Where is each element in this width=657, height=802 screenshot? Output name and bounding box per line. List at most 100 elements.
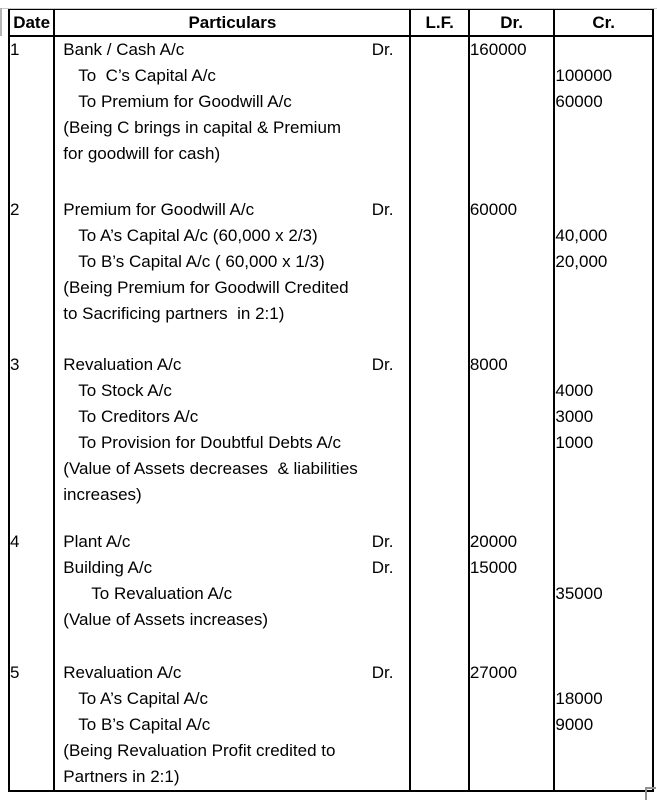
particulars-cell: Revaluation A/c Dr. (53, 660, 412, 686)
cr-amount-cell: 3000 (553, 404, 654, 430)
particulars-cell: (Being Premium for Goodwill Credited (53, 275, 412, 301)
particulars-text: To C’s Capital A/c (78, 66, 216, 85)
spacer-cell (467, 508, 556, 529)
header-cr: Cr. (553, 8, 654, 37)
dr-amount-cell (467, 249, 556, 275)
cr-amount-cell (553, 275, 654, 301)
header-particulars: Particulars (53, 8, 412, 37)
journal-entries-table: Date Particulars L.F. Dr. Cr. 1 Bank / Ca… (7, 8, 654, 792)
particulars-text: Plant A/c (63, 532, 131, 551)
lf-cell (409, 686, 470, 712)
journal-entry-5-line-4: (Being Revaluation Profit credited to (7, 738, 654, 764)
dr-amount-cell (467, 712, 556, 738)
particulars-text: increases) (63, 485, 142, 504)
journal-body: 1 Bank / Cash A/c Dr. 160000 To C’s Capital … (7, 36, 654, 791)
lf-cell (409, 712, 470, 738)
dr-amount-cell (467, 115, 556, 141)
spacer-cell (467, 167, 556, 197)
particulars-cell: (Value of Assets decreases & liabilities (53, 456, 412, 482)
date-cell (7, 378, 56, 404)
particulars-cell: To Stock A/c (53, 378, 412, 404)
journal-entry-3-line-4: To Provision for Doubtful Debts A/c 1000 (7, 430, 654, 456)
spacer-cell (7, 633, 56, 660)
date-cell (7, 764, 56, 791)
date-cell (7, 607, 56, 633)
journal-entry-5-line-5: Partners in 2:1) (7, 764, 654, 791)
dr-amount-cell (467, 378, 556, 404)
journal-header: Date Particulars L.F. Dr. Cr. (7, 8, 654, 37)
date-cell (7, 430, 56, 456)
particulars-text: Revaluation A/c (63, 355, 182, 374)
date-cell (7, 115, 56, 141)
particulars-line: Bank / Cash A/c Dr. (56, 37, 408, 63)
spacer-cell (553, 327, 654, 352)
spacer-cell (409, 327, 470, 352)
particulars-line: Revaluation A/c Dr. (56, 660, 408, 686)
dr-amount-cell (467, 404, 556, 430)
cr-amount-cell (553, 482, 654, 508)
dr-amount-cell: 27000 (467, 660, 556, 686)
particulars-cell: To Revaluation A/c (53, 581, 412, 607)
dr-amount-cell: 8000 (467, 352, 556, 378)
crop-artifact-left-sliver (0, 8, 2, 36)
date-cell (7, 223, 56, 249)
lf-cell (409, 581, 470, 607)
header-dr: Dr. (467, 8, 556, 37)
header-date: Date (7, 8, 56, 37)
journal-entry-1-line-2: To C’s Capital A/c 100000 (7, 63, 654, 89)
particulars-text: (Value of Assets decreases & liabilities (63, 459, 358, 478)
date-cell: 3 (7, 352, 56, 378)
date-cell (7, 63, 56, 89)
particulars-line: (Value of Assets increases) (56, 607, 408, 633)
particulars-cell: (Being C brings in capital & Premium (53, 115, 412, 141)
dr-amount-cell (467, 63, 556, 89)
cr-amount-cell (553, 555, 654, 581)
particulars-text: To Stock A/c (78, 381, 172, 400)
spacer-cell (53, 508, 412, 529)
particulars-text: to Sacrificing partners in 2:1) (63, 304, 285, 323)
particulars-cell: To Creditors A/c (53, 404, 412, 430)
lf-cell (409, 764, 470, 791)
particulars-line: increases) (56, 482, 408, 508)
spacer-cell (7, 327, 56, 352)
journal-entry-5-line-2: To A’s Capital A/c 18000 (7, 686, 654, 712)
date-cell (7, 482, 56, 508)
particulars-line: for goodwill for cash) (56, 141, 408, 167)
spacer-cell (553, 633, 654, 660)
cr-amount-cell: 35000 (553, 581, 654, 607)
lf-cell (409, 301, 470, 327)
dr-amount-cell (467, 686, 556, 712)
dr-amount-cell (467, 89, 556, 115)
lf-cell (409, 141, 470, 167)
journal-entry-1-line-5: for goodwill for cash) (7, 141, 654, 167)
dr-amount-cell (467, 581, 556, 607)
lf-cell (409, 249, 470, 275)
date-cell (7, 141, 56, 167)
spacer-cell (7, 508, 56, 529)
spacer-cell (53, 327, 412, 352)
journal-entry-3-line-6: increases) (7, 482, 654, 508)
particulars-text: (Being C brings in capital & Premium (63, 118, 342, 137)
cr-amount-cell (553, 197, 654, 223)
lf-cell (409, 456, 470, 482)
particulars-cell: To Premium for Goodwill A/c (53, 89, 412, 115)
particulars-line: To A’s Capital A/c (60,000 x 2/3) (56, 223, 408, 249)
particulars-text: To Provision for Doubtful Debts A/c (78, 433, 341, 452)
dr-amount-cell: 160000 (467, 36, 556, 63)
lf-cell (409, 352, 470, 378)
dr-amount-cell (467, 738, 556, 764)
particulars-cell: (Value of Assets increases) (53, 607, 412, 633)
spacer-cell (467, 633, 556, 660)
lf-cell (409, 660, 470, 686)
entry-spacer (7, 167, 654, 197)
spacer-cell (409, 633, 470, 660)
particulars-cell: Bank / Cash A/c Dr. (53, 36, 412, 63)
dr-amount-cell (467, 223, 556, 249)
dr-amount-cell: 60000 (467, 197, 556, 223)
lf-cell (409, 89, 470, 115)
cr-amount-cell (553, 301, 654, 327)
particulars-line: (Being C brings in capital & Premium (56, 115, 408, 141)
particulars-cell: Building A/c Dr. (53, 555, 412, 581)
dr-amount-cell: 20000 (467, 529, 556, 555)
cr-amount-cell: 18000 (553, 686, 654, 712)
